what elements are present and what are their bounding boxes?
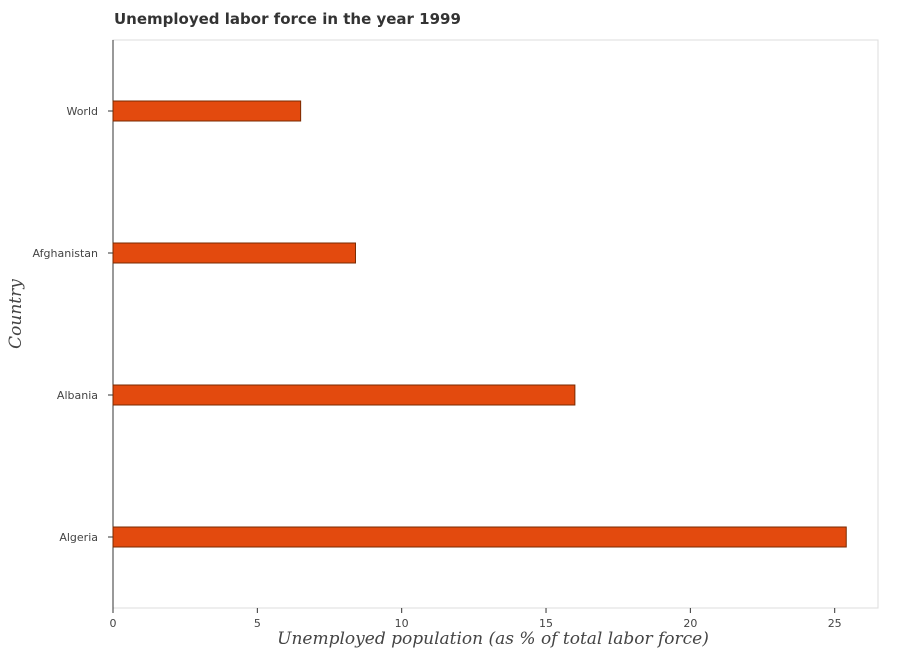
plot-area: [112, 39, 879, 609]
y-axis-label: Country: [6, 279, 26, 349]
y-axis-ticks: World Afghanistan Albania Algeria: [33, 105, 113, 544]
y-tick-label: Afghanistan: [33, 247, 99, 260]
x-tick-label: 0: [110, 617, 117, 630]
x-axis-label: Unemployed population (as % of total lab…: [277, 629, 709, 649]
chart-title: Unemployed labor force in the year 1999: [114, 10, 461, 28]
y-tick-label: World: [66, 105, 98, 118]
x-tick-label: 25: [828, 617, 842, 630]
bar-albania: [112, 384, 576, 406]
x-tick-label: 10: [395, 617, 409, 630]
x-tick-label: 20: [683, 617, 697, 630]
x-tick-label: 5: [254, 617, 261, 630]
bars-group: [112, 100, 847, 548]
x-tick-label: 15: [539, 617, 553, 630]
bar-afghanistan: [112, 242, 356, 264]
x-axis-ticks: 0 5 10 15 20 25: [110, 608, 842, 630]
y-tick-label: Algeria: [59, 531, 98, 544]
y-tick-label: Albania: [57, 389, 98, 402]
bar-world: [112, 100, 302, 122]
bar-algeria: [112, 526, 847, 548]
